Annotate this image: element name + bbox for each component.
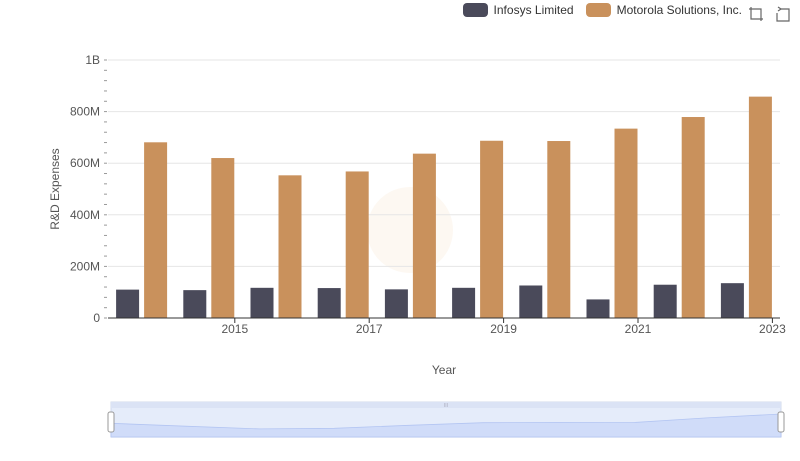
bar-infosys-2023[interactable]	[720, 283, 744, 318]
x-axis-labels: 2015 2017 2019 2021 2023	[221, 318, 786, 336]
legend-swatch-motorola	[585, 3, 611, 17]
y-tick-label-0: 0	[93, 311, 100, 325]
bar-infosys-2018[interactable]	[384, 289, 408, 318]
watermark-logo	[367, 187, 453, 273]
legend-swatch-infosys	[462, 3, 488, 17]
bar-motorola-2021[interactable]	[614, 128, 638, 318]
legend-label-motorola: Motorola Solutions, Inc.	[616, 3, 742, 17]
bar-infosys-2020[interactable]	[519, 285, 543, 318]
bar-infosys-2022[interactable]	[653, 284, 677, 318]
y-axis-labels: 0 200M 400M 600M 800M 1B	[70, 53, 100, 325]
toolbox	[748, 6, 790, 22]
bar-motorola-2015[interactable]	[211, 158, 235, 318]
slider-handle-right[interactable]	[777, 411, 785, 433]
data-zoom-slider[interactable]: III	[107, 401, 785, 438]
bar-infosys-2015[interactable]	[183, 290, 207, 318]
bars	[116, 96, 772, 318]
x-tick-label-2023: 2023	[759, 322, 786, 336]
zoom-icon[interactable]	[748, 6, 764, 22]
x-axis-title: Year	[432, 363, 456, 377]
x-tick-label-2019: 2019	[490, 322, 517, 336]
legend-item-motorola[interactable]: Motorola Solutions, Inc.	[585, 3, 742, 17]
bar-motorola-2016[interactable]	[278, 175, 302, 318]
y-tick-label-2: 400M	[70, 208, 100, 222]
bar-motorola-2019[interactable]	[480, 140, 504, 318]
bar-motorola-2022[interactable]	[681, 117, 705, 318]
y-minor-ticks	[104, 59, 107, 319]
slider-top-bar[interactable]	[111, 402, 781, 408]
legend: Infosys Limited Motorola Solutions, Inc.	[462, 3, 742, 17]
bar-infosys-2014[interactable]	[116, 289, 140, 318]
bar-motorola-2017[interactable]	[345, 171, 369, 318]
bar-motorola-2018[interactable]	[412, 153, 436, 318]
legend-label-infosys: Infosys Limited	[493, 3, 574, 17]
bar-motorola-2020[interactable]	[547, 141, 571, 318]
x-tick-label-2017: 2017	[356, 322, 383, 336]
bar-motorola-2023[interactable]	[748, 96, 772, 318]
y-tick-label-3: 600M	[70, 156, 100, 170]
bar-infosys-2016[interactable]	[250, 287, 274, 318]
bar-infosys-2021[interactable]	[586, 299, 610, 318]
slider-handle-label: III	[444, 403, 448, 409]
bar-motorola-2014[interactable]	[144, 142, 168, 318]
legend-item-infosys[interactable]: Infosys Limited	[462, 3, 574, 17]
x-tick-label-2021: 2021	[625, 322, 652, 336]
slider-handle-left[interactable]	[107, 411, 115, 433]
y-tick-label-5: 1B	[85, 53, 100, 67]
y-axis-title: R&D Expenses	[48, 148, 62, 229]
y-tick-label-4: 800M	[70, 105, 100, 119]
restore-icon[interactable]	[774, 6, 790, 22]
bar-infosys-2019[interactable]	[452, 287, 476, 318]
y-tick-label-1: 200M	[70, 259, 100, 273]
bar-infosys-2017[interactable]	[317, 288, 341, 318]
x-tick-label-2015: 2015	[221, 322, 248, 336]
